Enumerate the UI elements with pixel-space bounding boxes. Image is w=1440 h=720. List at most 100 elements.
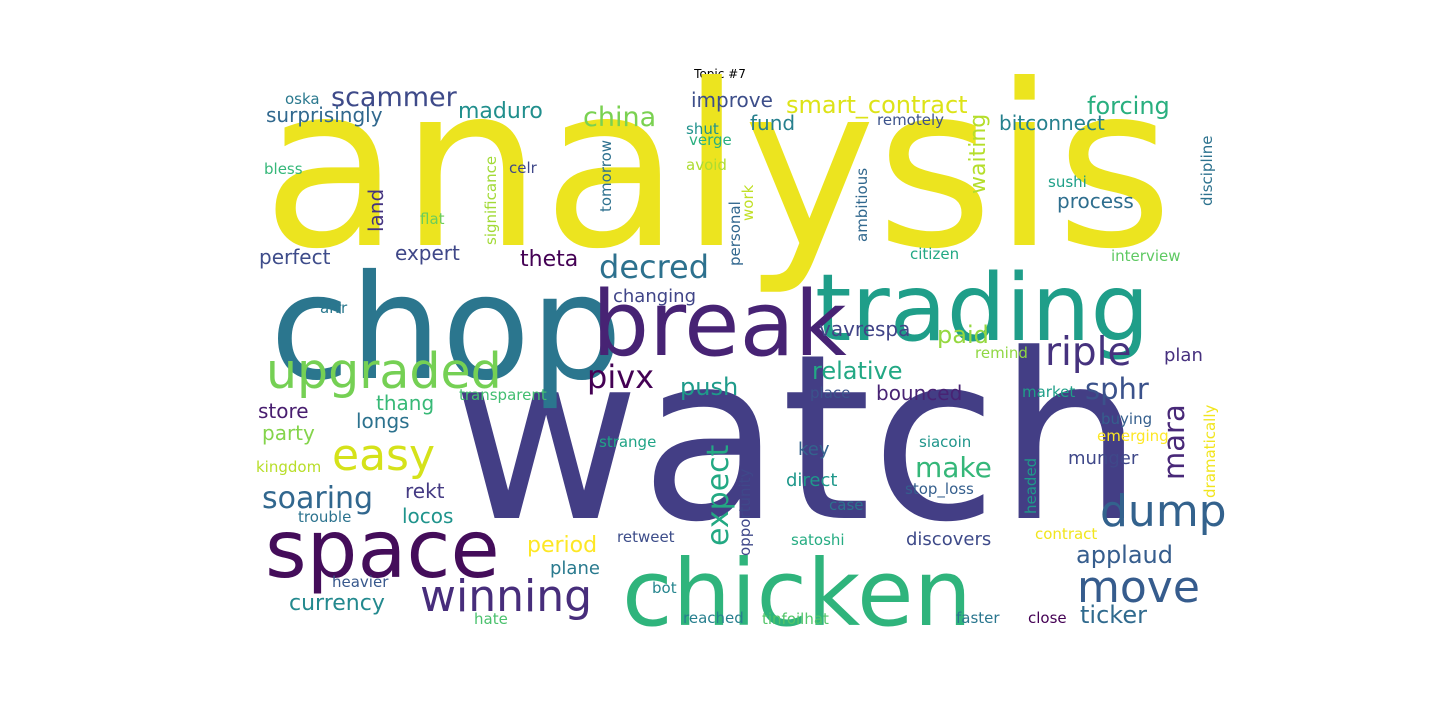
word-discovers: discovers bbox=[906, 529, 991, 550]
word-thang: thang bbox=[376, 391, 434, 415]
word-theta: theta bbox=[520, 247, 578, 272]
word-market: market bbox=[1022, 383, 1075, 401]
word-place: place bbox=[810, 384, 850, 402]
word-expect: expect bbox=[701, 444, 736, 546]
word-applaud: applaud bbox=[1076, 541, 1173, 569]
word-scammer: scammer bbox=[331, 82, 458, 113]
chart-title: Topic #7 bbox=[694, 67, 746, 81]
word-upgraded: upgraded bbox=[266, 343, 502, 400]
word-process: process bbox=[1057, 189, 1134, 213]
word-winning: winning bbox=[420, 571, 592, 622]
word-push: push bbox=[680, 373, 738, 401]
word-paid: paid bbox=[937, 321, 989, 349]
word-trading: trading bbox=[815, 254, 1150, 362]
word-tinfoilhat: tinfoilhat bbox=[762, 610, 829, 628]
word-headed: headed bbox=[1022, 458, 1040, 514]
word-sushi: sushi bbox=[1048, 173, 1087, 191]
word-mara: mara bbox=[1157, 404, 1191, 480]
word-ticker: ticker bbox=[1080, 601, 1147, 629]
word-sphr: sphr bbox=[1085, 372, 1149, 406]
word-decred: decred bbox=[599, 248, 709, 286]
word-retweet: retweet bbox=[617, 528, 675, 546]
word-rekt: rekt bbox=[405, 479, 445, 503]
word-discipline: discipline bbox=[1198, 135, 1216, 206]
word-currency: currency bbox=[289, 591, 385, 616]
word-chicken: chicken bbox=[622, 540, 972, 647]
word-riple: riple bbox=[1045, 330, 1131, 375]
word-plane: plane bbox=[550, 558, 600, 579]
word-work: work bbox=[739, 184, 757, 221]
word-citizen: citizen bbox=[910, 245, 959, 263]
word-kingdom: kingdom bbox=[256, 458, 321, 476]
word-significance: significance bbox=[482, 156, 500, 245]
word-improve: improve bbox=[691, 88, 773, 112]
word-maduro: maduro bbox=[458, 99, 543, 124]
word-dramatically: dramatically bbox=[1201, 404, 1219, 498]
word-analysis: analysis bbox=[262, 37, 1173, 299]
word-fund: fund bbox=[750, 111, 795, 135]
word-case: case bbox=[829, 496, 863, 514]
word-faster: faster bbox=[956, 609, 1000, 627]
word-forcing: forcing bbox=[1087, 92, 1170, 120]
word-vavrespa: vavrespa bbox=[819, 317, 910, 341]
word-perfect: perfect bbox=[259, 245, 331, 269]
word-munger: munger bbox=[1068, 448, 1139, 469]
word-remind: remind bbox=[975, 344, 1028, 362]
word-oska: oska bbox=[285, 90, 320, 108]
word-arrr: arrr bbox=[320, 299, 348, 317]
word-changing: changing bbox=[613, 286, 696, 307]
word-transparent: transparent bbox=[459, 386, 547, 404]
word-verge: verge bbox=[689, 131, 732, 149]
word-buying: buying bbox=[1101, 410, 1152, 428]
word-strange: strange bbox=[599, 433, 656, 451]
word-trouble: trouble bbox=[298, 508, 351, 526]
word-space: space bbox=[265, 503, 500, 596]
word-bless: bless bbox=[264, 160, 303, 178]
word-watch: watch bbox=[452, 306, 1143, 573]
word-contract: contract bbox=[1035, 525, 1097, 543]
word-land: land bbox=[364, 189, 388, 232]
word-bounced: bounced bbox=[876, 381, 962, 405]
word-waiting: waiting bbox=[966, 114, 991, 194]
word-emerging: emerging bbox=[1097, 427, 1169, 445]
word-hate: hate bbox=[474, 610, 508, 628]
word-flat: flat bbox=[420, 210, 445, 228]
word-plan: plan bbox=[1164, 345, 1203, 366]
word-surprisingly: surprisingly bbox=[266, 103, 383, 127]
word-shut: shut bbox=[686, 120, 719, 138]
word-interview: interview bbox=[1111, 247, 1181, 265]
word-smart-contract: smart_contract bbox=[786, 91, 968, 119]
word-ambitious: ambitious bbox=[853, 168, 871, 242]
word-make: make bbox=[915, 451, 992, 484]
word-celr: celr bbox=[509, 159, 538, 177]
word-expert: expert bbox=[395, 241, 460, 265]
word-pivx: pivx bbox=[587, 358, 654, 396]
word-opportunity: opportunity bbox=[736, 468, 754, 556]
word-reached: reached bbox=[683, 609, 744, 627]
word-soaring: soaring bbox=[262, 481, 373, 516]
word-store: store bbox=[258, 399, 309, 423]
word-party: party bbox=[262, 421, 315, 445]
word-personal: personal bbox=[726, 201, 744, 266]
word-move: move bbox=[1077, 562, 1200, 613]
word-chop: chop bbox=[270, 244, 622, 413]
word-period: period bbox=[527, 533, 597, 558]
word-siacoin: siacoin bbox=[919, 433, 971, 451]
word-tomorrow: tomorrow bbox=[597, 140, 615, 212]
word-stop-loss: stop_loss bbox=[905, 480, 974, 499]
word-bot: bot bbox=[652, 579, 677, 597]
word-dump: dump bbox=[1100, 486, 1227, 537]
word-heavier: heavier bbox=[332, 573, 389, 591]
word-easy: easy bbox=[332, 430, 435, 481]
word-bitconnect: bitconnect bbox=[999, 111, 1105, 135]
word-key: key bbox=[798, 439, 830, 460]
word-locos: locos bbox=[402, 504, 453, 528]
word-longs: longs bbox=[356, 409, 410, 433]
word-satoshi: satoshi bbox=[791, 531, 845, 549]
word-relative: relative bbox=[812, 357, 903, 385]
word-break: break bbox=[592, 272, 847, 377]
word-avoid: avoid bbox=[686, 156, 727, 174]
word-close: close bbox=[1028, 609, 1067, 627]
